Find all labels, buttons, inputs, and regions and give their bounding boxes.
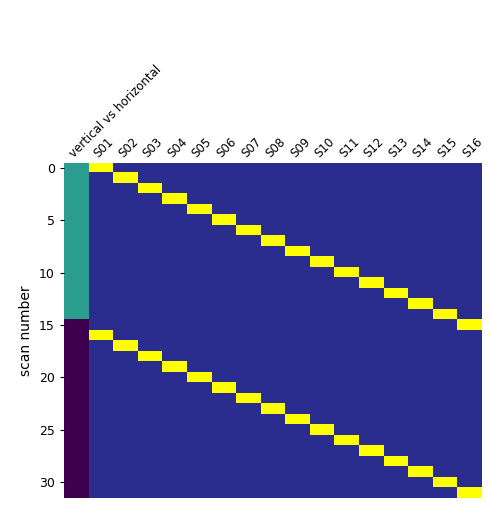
- Y-axis label: scan number: scan number: [19, 285, 33, 375]
